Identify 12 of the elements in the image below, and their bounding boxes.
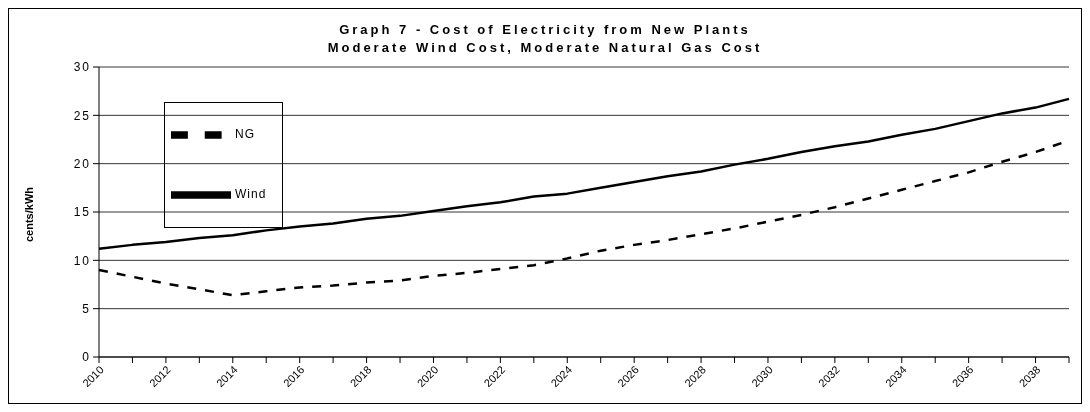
y-tick-label: 10 bbox=[73, 253, 91, 268]
chart-subtitle: Moderate Wind Cost, Moderate Natural Gas Cost bbox=[326, 39, 764, 57]
y-tick-label: 30 bbox=[73, 60, 91, 75]
y-tick-label: 15 bbox=[73, 205, 91, 220]
y-tick-label: 25 bbox=[73, 108, 91, 123]
y-axis-title: cents/kWh bbox=[22, 186, 35, 242]
chart-title: Graph 7 - Cost of Electricity from New Plants bbox=[338, 21, 752, 39]
y-tick-label: 5 bbox=[82, 301, 91, 316]
legend-label: NG bbox=[235, 127, 255, 142]
legend-label: Wind bbox=[235, 187, 267, 202]
y-tick-label: 0 bbox=[82, 350, 91, 365]
y-tick-label: 20 bbox=[73, 156, 91, 171]
